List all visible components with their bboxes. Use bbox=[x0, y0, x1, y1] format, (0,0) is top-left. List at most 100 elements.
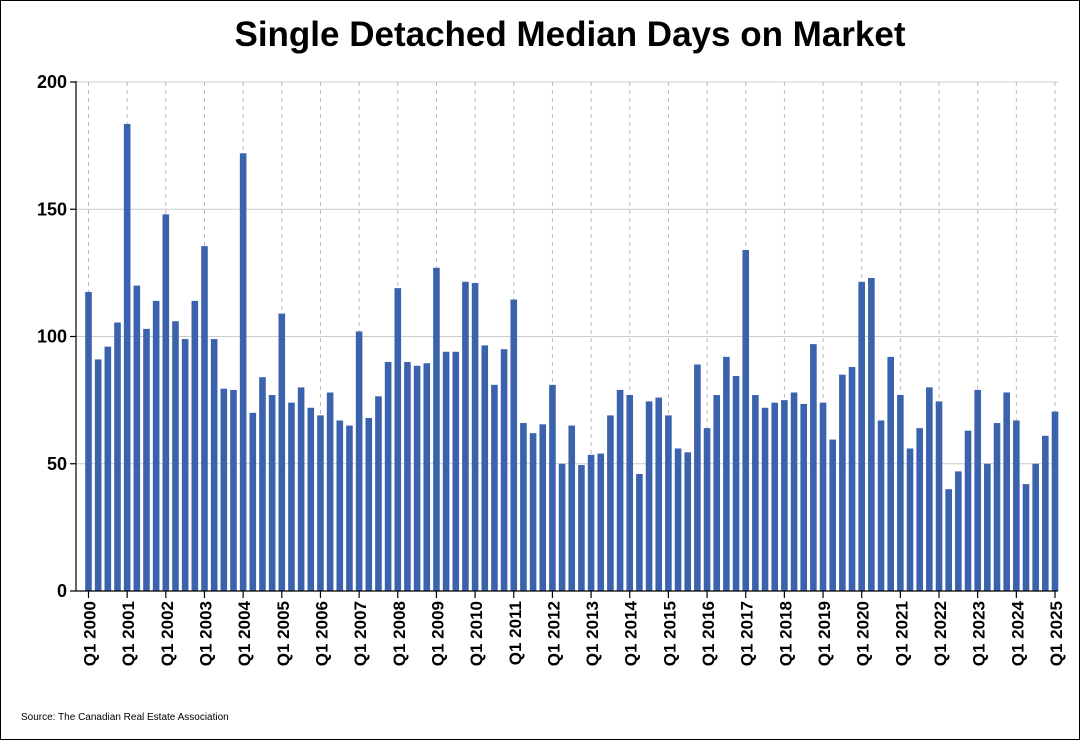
x-tick-label: Q1 2004 bbox=[235, 600, 254, 666]
bar bbox=[568, 425, 576, 591]
bar bbox=[655, 397, 663, 591]
bar bbox=[85, 291, 92, 591]
bar bbox=[114, 322, 121, 591]
x-tick-label: Q1 2013 bbox=[583, 601, 602, 666]
bar bbox=[162, 214, 170, 591]
bar bbox=[742, 249, 750, 591]
bar bbox=[471, 283, 479, 591]
bar bbox=[133, 285, 141, 591]
x-tick-label: Q1 2012 bbox=[544, 601, 563, 666]
bar bbox=[858, 281, 865, 591]
bar bbox=[491, 384, 498, 591]
bar bbox=[674, 448, 682, 591]
bar bbox=[732, 375, 740, 591]
bar bbox=[800, 403, 808, 591]
x-tick-label: Q1 2000 bbox=[81, 601, 100, 666]
bar bbox=[520, 423, 527, 591]
bar bbox=[587, 454, 595, 591]
bar bbox=[935, 401, 943, 591]
bar bbox=[684, 452, 692, 591]
x-tick-label: Q1 2009 bbox=[428, 601, 447, 666]
bar bbox=[462, 281, 469, 591]
bar bbox=[355, 331, 363, 591]
bar bbox=[307, 407, 315, 591]
bar bbox=[259, 377, 266, 591]
x-tick-label: Q1 2003 bbox=[196, 601, 215, 666]
bar bbox=[230, 389, 237, 591]
x-tick-label: Q1 2015 bbox=[660, 601, 679, 666]
bar bbox=[703, 428, 711, 591]
bar bbox=[297, 387, 305, 591]
bar bbox=[887, 356, 894, 591]
source-note: Source: The Canadian Real Estate Associa… bbox=[21, 712, 229, 723]
bar bbox=[1022, 484, 1030, 591]
bar bbox=[442, 351, 450, 591]
bar bbox=[433, 267, 440, 591]
x-tick-label: Q1 2025 bbox=[1047, 601, 1066, 666]
bar bbox=[906, 448, 914, 591]
x-tick-label: Q1 2007 bbox=[351, 601, 370, 666]
bar bbox=[172, 321, 179, 591]
bar bbox=[326, 392, 334, 591]
x-tick-label: Q1 2022 bbox=[931, 601, 950, 666]
bar bbox=[810, 344, 817, 591]
bar bbox=[868, 277, 875, 591]
bar bbox=[616, 389, 624, 591]
bar bbox=[1032, 463, 1039, 591]
chart-title: Single Detached Median Days on Market bbox=[234, 15, 906, 54]
bar bbox=[529, 433, 537, 591]
bar bbox=[94, 359, 102, 591]
x-tick-label: Q1 2016 bbox=[699, 601, 718, 666]
x-tick-label: Q1 2018 bbox=[776, 601, 795, 666]
x-tick-label: Q1 2024 bbox=[1008, 600, 1027, 666]
x-tick-label: Q1 2021 bbox=[892, 601, 911, 666]
bar bbox=[481, 345, 489, 591]
bar bbox=[897, 395, 904, 591]
y-tick-label: 100 bbox=[37, 327, 67, 347]
bar bbox=[916, 428, 923, 591]
x-tick-label: Q1 2017 bbox=[738, 601, 757, 666]
bar bbox=[926, 387, 933, 591]
bar bbox=[790, 392, 798, 591]
bar bbox=[1003, 392, 1010, 591]
x-tick-label: Q1 2001 bbox=[119, 601, 138, 666]
x-tick-label: Q1 2010 bbox=[467, 601, 486, 666]
bar bbox=[694, 364, 701, 591]
bar bbox=[578, 465, 585, 591]
bar bbox=[404, 361, 411, 591]
y-tick-label: 200 bbox=[37, 72, 67, 92]
bar bbox=[394, 288, 402, 591]
bar bbox=[839, 374, 846, 591]
bar bbox=[375, 396, 382, 591]
bar bbox=[249, 412, 257, 591]
bar bbox=[781, 400, 788, 591]
y-tick-label: 150 bbox=[37, 199, 67, 219]
bar bbox=[645, 401, 653, 591]
bar bbox=[268, 395, 276, 591]
bar bbox=[365, 417, 373, 591]
bar bbox=[549, 384, 556, 591]
bar bbox=[974, 389, 981, 591]
bar bbox=[123, 123, 131, 592]
bar bbox=[771, 402, 779, 591]
bar bbox=[384, 361, 392, 591]
bar bbox=[346, 425, 353, 591]
bar bbox=[278, 313, 286, 591]
bar bbox=[1042, 435, 1049, 591]
bar bbox=[510, 299, 518, 591]
bar bbox=[452, 351, 460, 591]
bar bbox=[829, 439, 837, 591]
bar bbox=[539, 424, 547, 591]
bar bbox=[288, 402, 295, 591]
bar bbox=[500, 349, 508, 591]
bar bbox=[713, 395, 721, 591]
bar bbox=[945, 489, 952, 591]
bar bbox=[423, 363, 431, 591]
bar bbox=[636, 473, 643, 591]
x-tick-label: Q1 2023 bbox=[970, 601, 989, 666]
bar bbox=[336, 420, 344, 591]
bar bbox=[143, 328, 150, 591]
x-tick-label: Q1 2005 bbox=[274, 601, 293, 666]
